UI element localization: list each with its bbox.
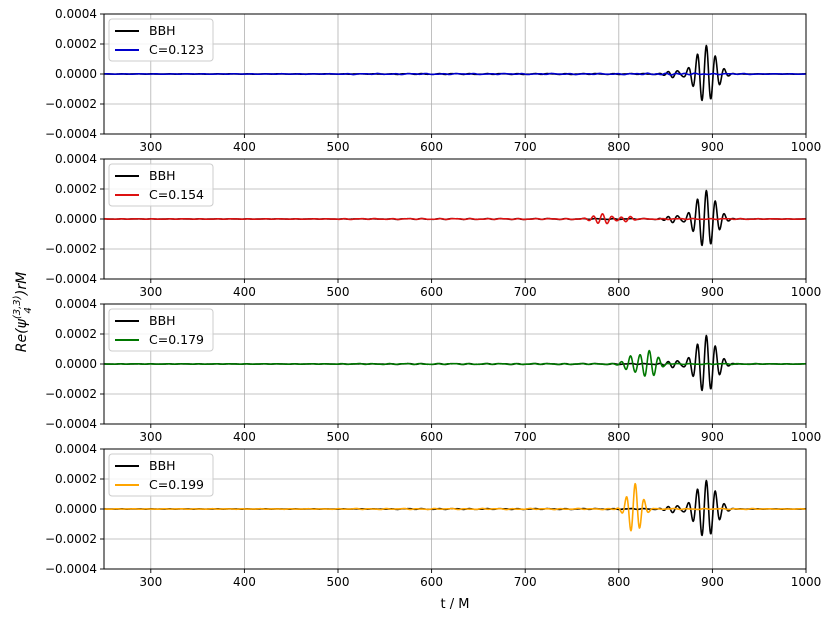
- y-tick-label: 0.0000: [55, 67, 97, 81]
- x-tick-label: 700: [514, 140, 537, 154]
- y-tick-label: 0.0000: [55, 502, 97, 516]
- y-tick-label: 0.0004: [55, 152, 97, 166]
- legend-label: C=0.179: [149, 332, 204, 347]
- panel-1: 300 400 500 600 700 800 900 1000 −0.0004 −0.0002 0…: [45, 7, 821, 154]
- x-tick-label: 500: [327, 575, 350, 589]
- legend-label: C=0.123: [149, 42, 204, 57]
- y-tick-label: 0.0002: [55, 37, 97, 51]
- y-tick-label: 0.0004: [55, 7, 97, 21]
- x-tick-label: 400: [233, 430, 256, 444]
- x-tick-label: 1000: [791, 575, 822, 589]
- panel-2: 300 400 500 600 700 800 900 1000 −0.0004 −0.0002 0…: [45, 152, 821, 299]
- x-tick-label: 700: [514, 430, 537, 444]
- y-tick-label: 0.0002: [55, 182, 97, 196]
- x-tick-label: 1000: [791, 430, 822, 444]
- series-c-0-179-line: [103, 349, 807, 377]
- y-tick-label: 0.0002: [55, 327, 97, 341]
- y-tick-label: −0.0004: [45, 417, 97, 431]
- x-tick-label: 900: [701, 285, 724, 299]
- y-tick-label: −0.0002: [45, 387, 97, 401]
- legend-label-bbh: BBH: [149, 23, 176, 38]
- x-tick-label: 900: [701, 430, 724, 444]
- panel-4: 300 400 500 600 700 800 900 1000 −0.0004 −0.0002 0…: [45, 442, 821, 589]
- y-tick-label: 0.0000: [55, 212, 97, 226]
- legend-label-bbh: BBH: [149, 313, 176, 328]
- series-c-0-154-line: [103, 213, 807, 225]
- x-tick-label: 500: [327, 285, 350, 299]
- x-tick-label: 900: [701, 140, 724, 154]
- y-tick-label: 0.0004: [55, 442, 97, 456]
- x-tick-label: 700: [514, 285, 537, 299]
- legend-label: C=0.154: [149, 187, 204, 202]
- x-tick-label: 600: [420, 575, 443, 589]
- y-tick-label: −0.0004: [45, 272, 97, 286]
- x-tick-label: 800: [607, 140, 630, 154]
- x-tick-label: 500: [327, 140, 350, 154]
- x-tick-label: 300: [139, 575, 162, 589]
- x-tick-label: 400: [233, 285, 256, 299]
- legend: BBH C=0.154: [108, 163, 214, 207]
- legend: BBH C=0.179: [108, 308, 214, 352]
- x-tick-label: 600: [420, 430, 443, 444]
- x-tick-label: 600: [420, 285, 443, 299]
- x-tick-label: 1000: [791, 140, 822, 154]
- x-tick-label: 400: [233, 140, 256, 154]
- series-c-0-123-line: [103, 72, 807, 76]
- series-c-0-199-line: [103, 482, 807, 532]
- y-tick-label: −0.0004: [45, 562, 97, 576]
- y-tick-label: −0.0002: [45, 97, 97, 111]
- y-tick-label: 0.0002: [55, 472, 97, 486]
- panel-3: 300 400 500 600 700 800 900 1000 −0.0004 −0.0002 0…: [45, 297, 821, 444]
- x-tick-label: 300: [139, 140, 162, 154]
- x-tick-label: 600: [420, 140, 443, 154]
- x-tick-label: 300: [139, 430, 162, 444]
- x-tick-label: 800: [607, 575, 630, 589]
- x-tick-label: 300: [139, 285, 162, 299]
- y-tick-label: −0.0004: [45, 127, 97, 141]
- x-tick-label: 700: [514, 575, 537, 589]
- y-tick-label: −0.0002: [45, 242, 97, 256]
- y-tick-label: −0.0002: [45, 532, 97, 546]
- legend: BBH C=0.199: [108, 453, 214, 497]
- y-tick-label: 0.0000: [55, 357, 97, 371]
- x-tick-label: 800: [607, 285, 630, 299]
- x-tick-label: 800: [607, 430, 630, 444]
- legend-label-bbh: BBH: [149, 168, 176, 183]
- x-tick-label: 1000: [791, 285, 822, 299]
- x-tick-label: 400: [233, 575, 256, 589]
- legend-label: C=0.199: [149, 477, 204, 492]
- legend: BBH C=0.123: [108, 18, 214, 62]
- y-tick-label: 0.0004: [55, 297, 97, 311]
- x-tick-label: 900: [701, 575, 724, 589]
- y-axis-label: Re(ψ(3,3)4)rM: [12, 272, 34, 352]
- legend-label-bbh: BBH: [149, 458, 176, 473]
- x-tick-label: 500: [327, 430, 350, 444]
- x-axis-label: t / M: [441, 597, 470, 612]
